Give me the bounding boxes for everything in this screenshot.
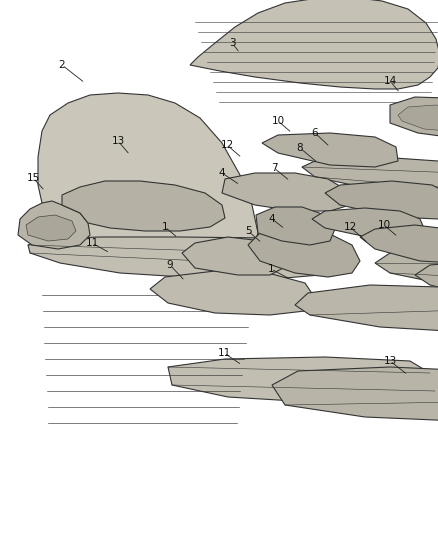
Polygon shape	[398, 105, 438, 131]
Polygon shape	[312, 208, 426, 240]
Text: 15: 15	[26, 173, 39, 183]
Text: 11: 11	[217, 348, 231, 358]
Text: 12: 12	[220, 140, 233, 150]
Polygon shape	[26, 215, 76, 241]
Polygon shape	[168, 357, 435, 403]
Polygon shape	[262, 133, 398, 167]
Text: 4: 4	[219, 168, 225, 178]
Polygon shape	[272, 367, 438, 421]
Polygon shape	[248, 227, 360, 277]
Text: 1: 1	[268, 264, 274, 274]
Polygon shape	[360, 225, 438, 263]
Text: 10: 10	[272, 116, 285, 126]
Polygon shape	[18, 201, 90, 249]
Polygon shape	[375, 249, 438, 287]
Text: 10: 10	[378, 220, 391, 230]
Text: 13: 13	[111, 136, 125, 146]
Text: 7: 7	[271, 163, 277, 173]
Text: 11: 11	[85, 238, 99, 248]
Text: 8: 8	[297, 143, 303, 153]
Polygon shape	[150, 271, 315, 315]
Polygon shape	[38, 93, 258, 265]
Text: 13: 13	[383, 356, 397, 366]
Polygon shape	[256, 207, 335, 245]
Text: 4: 4	[268, 214, 276, 224]
Polygon shape	[222, 173, 350, 211]
Text: 12: 12	[343, 222, 357, 232]
Polygon shape	[302, 157, 438, 195]
Text: 3: 3	[229, 38, 235, 48]
Polygon shape	[390, 97, 438, 137]
Polygon shape	[325, 181, 438, 219]
Polygon shape	[182, 237, 285, 275]
Polygon shape	[190, 0, 438, 89]
Text: 14: 14	[383, 76, 397, 86]
Polygon shape	[28, 237, 335, 278]
Text: 9: 9	[167, 260, 173, 270]
Polygon shape	[62, 181, 225, 231]
Text: 2: 2	[59, 60, 65, 70]
Polygon shape	[415, 261, 438, 299]
Text: 5: 5	[245, 226, 251, 236]
Text: 6: 6	[312, 128, 318, 138]
Text: 1: 1	[162, 222, 168, 232]
Polygon shape	[295, 285, 438, 331]
